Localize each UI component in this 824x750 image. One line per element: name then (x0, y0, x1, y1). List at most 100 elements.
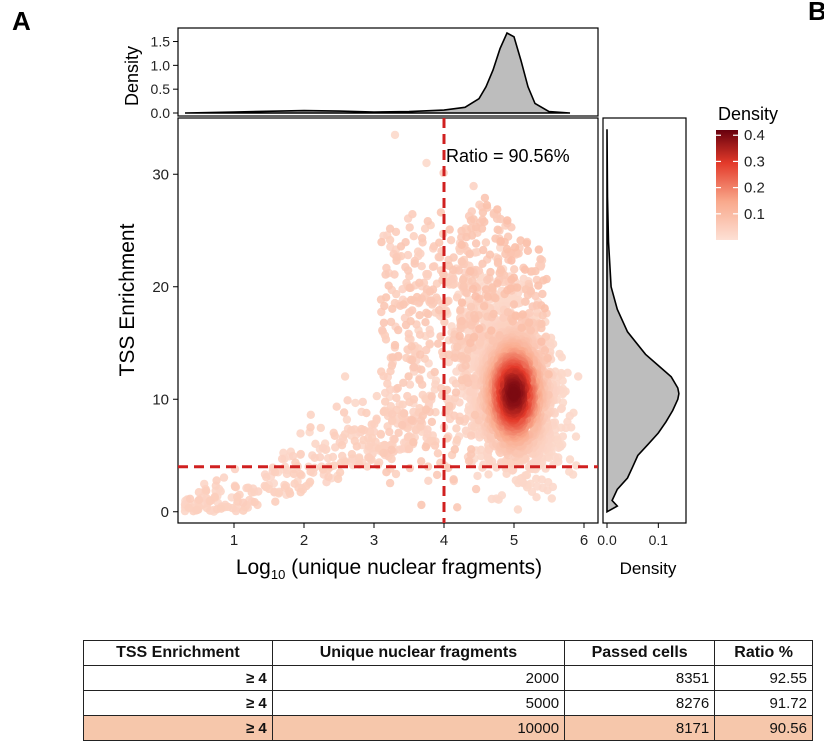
scatter-point (291, 458, 300, 467)
scatter-point (471, 484, 481, 494)
scatter-point (533, 482, 542, 491)
table-cell: 8351 (564, 665, 716, 691)
scatter-point (487, 457, 497, 466)
scatter-point (310, 453, 319, 462)
scatter-point (485, 250, 495, 259)
scatter-point (471, 292, 480, 301)
scatter-points (180, 130, 583, 516)
scatter-point (254, 487, 263, 496)
scatter-point (473, 471, 482, 481)
scatter-point (457, 352, 466, 361)
scatter-point (496, 214, 505, 224)
scatter-point (496, 237, 505, 246)
scatter-point (539, 276, 548, 285)
scatter-point (470, 422, 479, 431)
scatter-point (409, 363, 419, 372)
scatter-point (517, 323, 526, 332)
scatter-point (518, 310, 527, 319)
scatter-point (445, 401, 454, 411)
scatter-point (509, 273, 518, 282)
scatter-point (538, 289, 547, 299)
panel-label-a: A (12, 6, 31, 36)
x-tick-label: 5 (510, 532, 518, 549)
scatter-point (481, 285, 491, 294)
scatter-point (367, 420, 376, 429)
scatter-point (378, 326, 387, 335)
scatter-point (285, 489, 295, 498)
scatter-point (381, 293, 391, 302)
scatter-point (471, 239, 481, 248)
scatter-point (230, 482, 240, 491)
x-axis-title: Log10 (unique nuclear fragments) (236, 556, 542, 582)
scatter-point (408, 306, 417, 315)
scatter-point (184, 503, 193, 512)
scatter-point (462, 288, 471, 298)
scatter-point (417, 365, 426, 374)
scatter-point (385, 478, 395, 488)
scatter-point (421, 442, 430, 452)
scatter-point (194, 495, 204, 504)
scatter-point (387, 445, 396, 454)
scatter-point (383, 379, 392, 388)
scatter-point (457, 376, 467, 385)
scatter-point (422, 405, 431, 414)
scatter-point (431, 380, 440, 389)
scatter-point (381, 270, 390, 279)
scatter-point (376, 430, 386, 439)
scatter-point (404, 329, 413, 338)
scatter-point (390, 340, 400, 350)
scatter-point (496, 265, 505, 274)
scatter-point (456, 305, 465, 314)
legend-colorbar (716, 130, 738, 240)
scatter-point (416, 350, 425, 359)
scatter-point (526, 286, 535, 296)
scatter-point (403, 250, 413, 260)
scatter-point (453, 503, 462, 512)
y-tick-label: 0 (161, 504, 169, 521)
scatter-point (385, 224, 395, 233)
scatter-point (451, 379, 461, 388)
scatter-point (418, 411, 427, 420)
scatter-point (465, 249, 474, 259)
y-tick-label: 30 (152, 166, 169, 183)
scatter-point (358, 397, 367, 407)
scatter-point (318, 443, 327, 452)
scatter-y-axis: 0 10 20 30 (152, 166, 178, 521)
scatter-point (379, 448, 388, 458)
scatter-point (216, 487, 225, 496)
scatter-point (333, 474, 343, 484)
scatter-point (422, 269, 431, 279)
scatter-point (450, 411, 459, 420)
scatter-point (398, 400, 407, 409)
scatter-point (452, 293, 462, 302)
scatter-point (394, 428, 403, 437)
scatter-point (421, 318, 430, 327)
scatter-point (339, 408, 349, 417)
scatter-point (523, 246, 533, 255)
scatter-point (410, 259, 419, 268)
scatter-point (503, 308, 513, 317)
y-tick-label: 10 (152, 391, 169, 408)
scatter-point (261, 482, 271, 492)
scatter-point (482, 201, 492, 210)
scatter-point (407, 415, 416, 425)
header-unique-fragments: Unique nuclear fragments (271, 640, 566, 666)
scatter-point (343, 396, 352, 405)
scatter-point (466, 338, 475, 348)
scatter-point (416, 422, 425, 431)
scatter-point (390, 130, 400, 140)
scatter-point (380, 406, 389, 415)
scatter-point (536, 255, 545, 264)
scatter-point (491, 294, 500, 303)
scatter-point (452, 424, 461, 433)
scatter-point (362, 408, 371, 418)
top-y-tick-label: 0.5 (151, 81, 171, 97)
scatter-point (444, 350, 453, 359)
scatter-point (522, 239, 531, 248)
scatter-point (381, 335, 391, 344)
scatter-point (427, 417, 437, 427)
header-tss-enrichment: TSS Enrichment (83, 640, 273, 666)
scatter-point (306, 423, 315, 432)
top-density-curve (184, 31, 571, 114)
scatter-point (368, 433, 377, 443)
